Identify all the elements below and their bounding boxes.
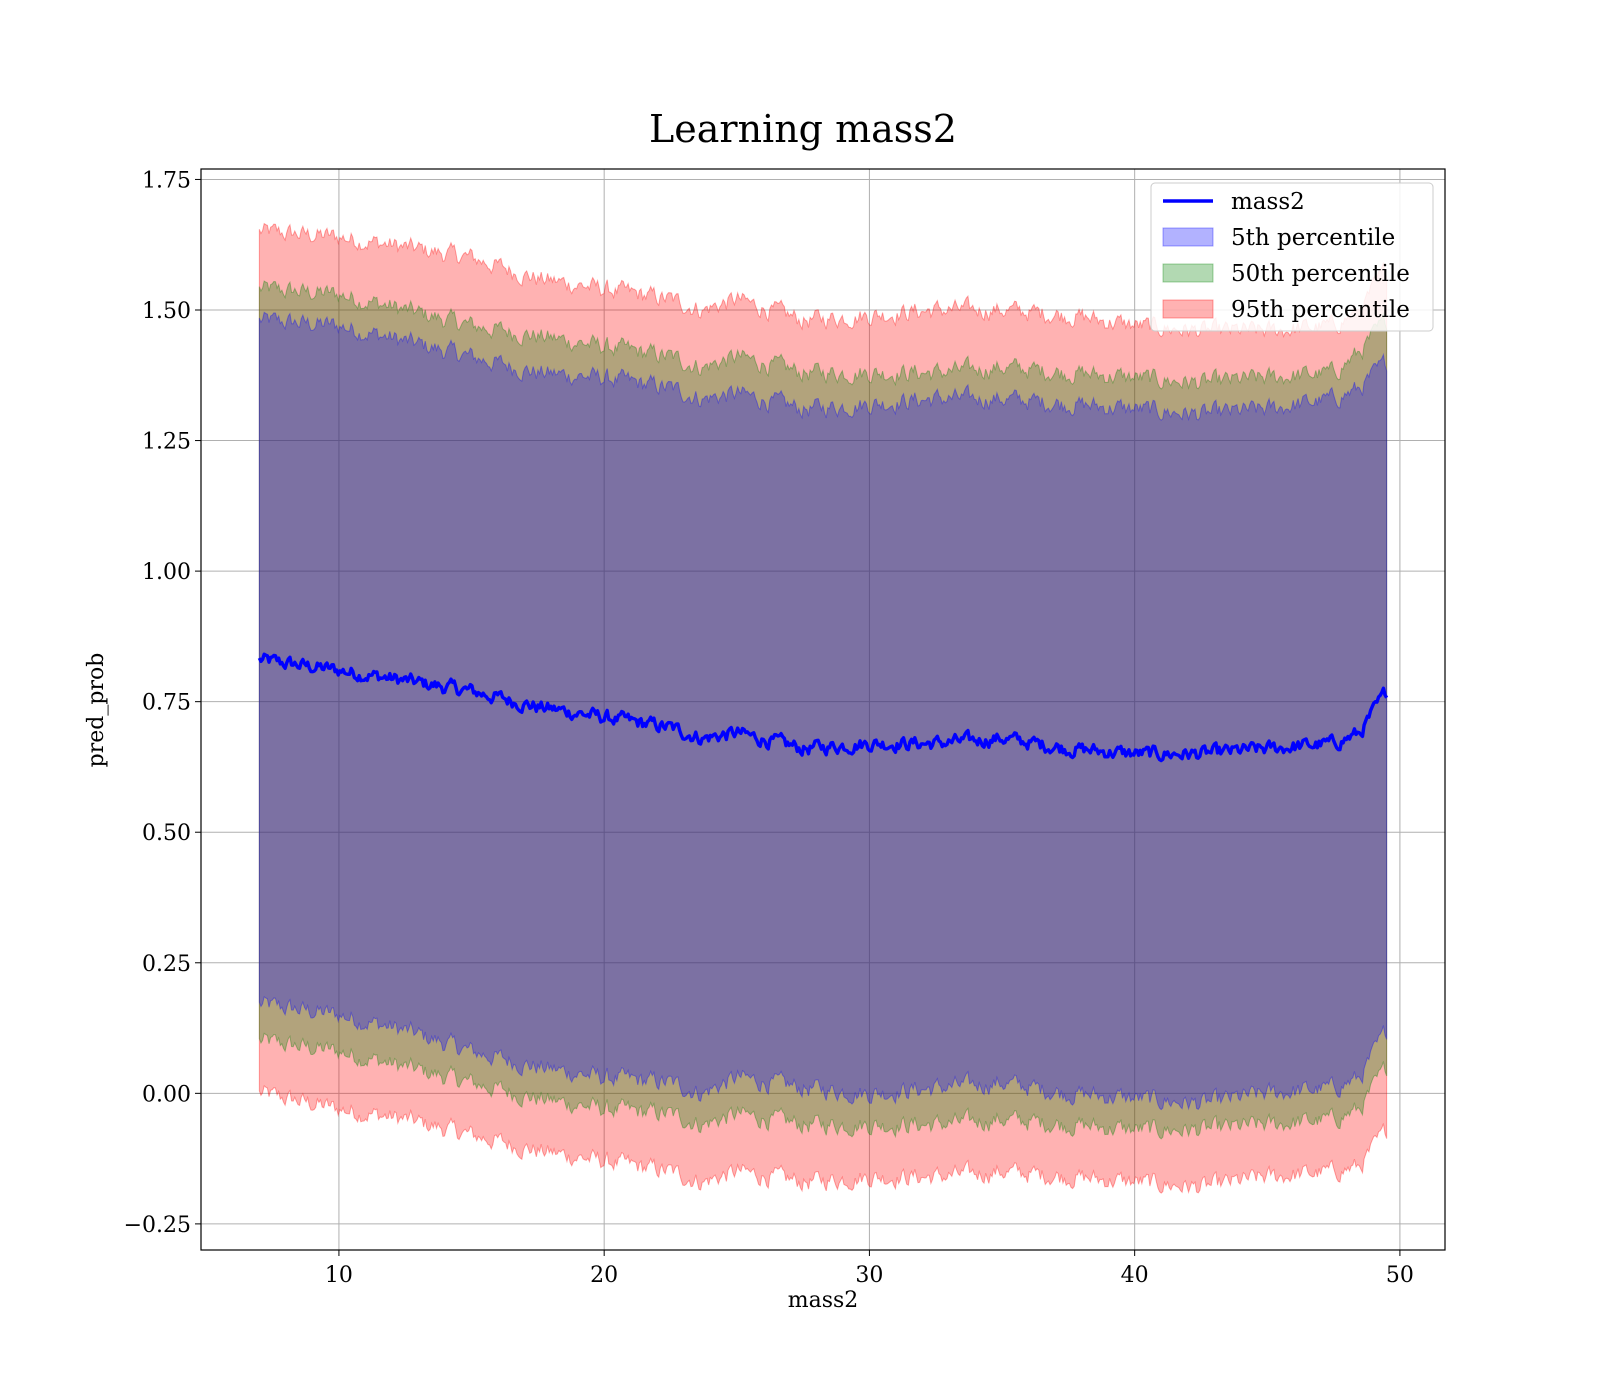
x-tick-label: 40 [1121, 1263, 1149, 1288]
y-tick-label: 1.00 [142, 560, 191, 585]
legend: mass2 5th percentile 50th percentile 95th p… [1150, 182, 1434, 332]
y-tick-label: 0.75 [142, 691, 191, 716]
y-tick-label: 1.50 [142, 299, 191, 324]
legend-label: mass2 [1231, 189, 1305, 215]
legend-box [1150, 182, 1434, 332]
plot-area-frame [200, 168, 1446, 1251]
y-axis-label: pred_prob [84, 653, 109, 768]
x-axis-label: mass2 [788, 1288, 859, 1313]
y-tick-label: 1.75 [142, 168, 191, 193]
band-5th-percentile [258, 311, 1388, 1111]
y-tick-label: 0.25 [142, 952, 191, 977]
y-tick-label: 0.00 [142, 1082, 191, 1107]
series-line-mass2 [257, 652, 1389, 763]
band-50th-percentile [258, 280, 1388, 1140]
legend-label: 5th percentile [1231, 225, 1395, 251]
x-tick-label: 30 [855, 1263, 883, 1288]
y-tick-label: −0.25 [124, 1213, 191, 1238]
chart-title: Learning mass2 [649, 107, 957, 151]
legend-label: 50th percentile [1231, 261, 1410, 287]
x-tick-label: 20 [590, 1263, 618, 1288]
y-tick-label: 0.50 [142, 821, 191, 846]
legend-swatch-band [1162, 227, 1214, 247]
x-tick-label: 50 [1386, 1263, 1414, 1288]
tick-layer: 10 20 30 40 50 −0.25 0.00 0.25 0.50 0.75 1.00 1.25 1… [124, 168, 1414, 1288]
legend-label: 95th percentile [1231, 297, 1410, 323]
band-layer [258, 222, 1388, 1195]
grid-layer [201, 169, 1445, 1250]
band-95th-percentile [258, 222, 1388, 1195]
x-tick-label: 10 [325, 1263, 353, 1288]
legend-swatch-band [1162, 299, 1214, 319]
legend-swatch-band [1162, 263, 1214, 283]
line-layer [257, 652, 1389, 763]
y-tick-label: 1.25 [142, 430, 191, 455]
